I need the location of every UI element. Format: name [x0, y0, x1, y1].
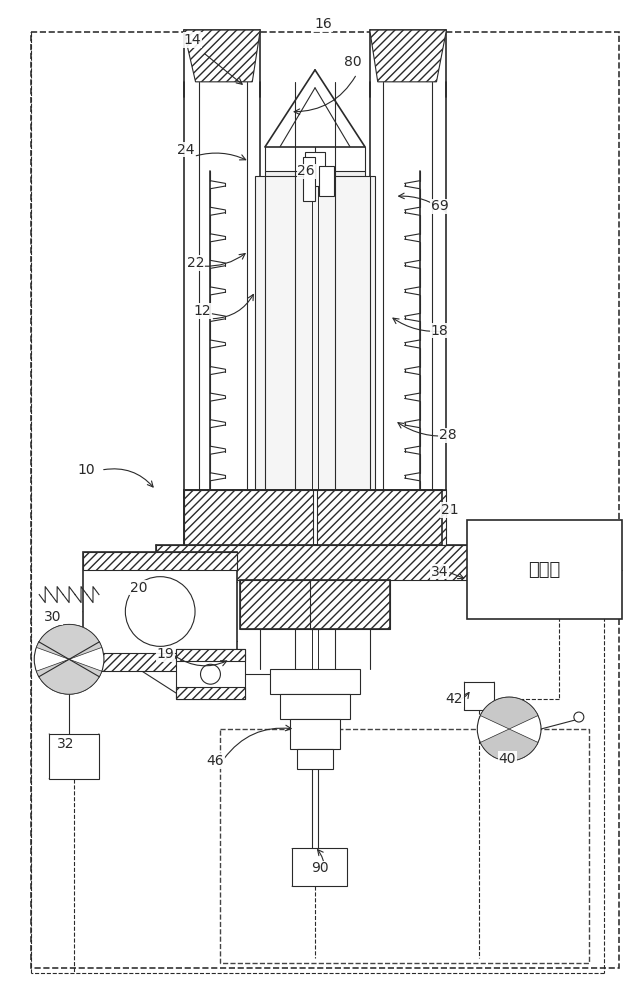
Bar: [49, 734, 99, 779]
Text: 34: 34: [431, 565, 448, 579]
Text: 10: 10: [77, 463, 95, 477]
Text: 24: 24: [177, 143, 194, 157]
Bar: [83, 552, 238, 671]
Text: 69: 69: [431, 199, 448, 213]
Text: 28: 28: [439, 428, 456, 442]
Bar: [305, 152, 325, 186]
Bar: [464, 682, 494, 710]
Text: 21: 21: [441, 503, 458, 517]
Polygon shape: [480, 697, 538, 729]
Bar: [176, 649, 245, 661]
Text: 控制器: 控制器: [528, 561, 561, 579]
Text: 30: 30: [45, 610, 62, 624]
Polygon shape: [369, 30, 447, 82]
Bar: [297, 749, 333, 769]
Bar: [280, 694, 350, 719]
Text: 16: 16: [314, 17, 332, 31]
Text: 10: 10: [77, 463, 95, 477]
Bar: [183, 490, 443, 545]
Bar: [83, 653, 238, 671]
Circle shape: [201, 664, 220, 684]
Text: 42: 42: [446, 692, 463, 706]
Text: 19: 19: [157, 647, 175, 661]
Text: 14: 14: [183, 33, 201, 47]
Text: 90: 90: [311, 861, 329, 875]
Text: 22: 22: [187, 256, 204, 270]
Circle shape: [125, 577, 195, 646]
Bar: [290, 719, 340, 749]
Text: 46: 46: [206, 754, 224, 768]
Bar: [303, 157, 315, 201]
Bar: [183, 490, 313, 545]
Polygon shape: [36, 624, 102, 659]
Bar: [83, 552, 238, 570]
Bar: [240, 580, 390, 629]
Text: 20: 20: [130, 581, 148, 595]
Bar: [176, 649, 245, 699]
Text: 40: 40: [498, 752, 516, 766]
Text: 18: 18: [431, 324, 448, 338]
Bar: [176, 687, 245, 699]
Bar: [319, 166, 334, 196]
Polygon shape: [480, 729, 538, 761]
Bar: [317, 490, 447, 545]
Bar: [292, 848, 347, 886]
Bar: [155, 545, 475, 580]
Text: 26: 26: [297, 164, 315, 178]
Text: 32: 32: [57, 737, 75, 751]
Bar: [220, 729, 589, 963]
Bar: [240, 580, 320, 629]
Bar: [265, 171, 365, 191]
Circle shape: [477, 697, 541, 761]
Bar: [270, 669, 360, 694]
Polygon shape: [183, 30, 261, 82]
Text: 12: 12: [194, 304, 211, 318]
Circle shape: [574, 712, 584, 722]
Bar: [310, 580, 390, 629]
Text: 80: 80: [344, 55, 362, 69]
Circle shape: [34, 624, 104, 694]
Polygon shape: [36, 659, 102, 694]
Bar: [468, 520, 622, 619]
Bar: [255, 176, 375, 490]
